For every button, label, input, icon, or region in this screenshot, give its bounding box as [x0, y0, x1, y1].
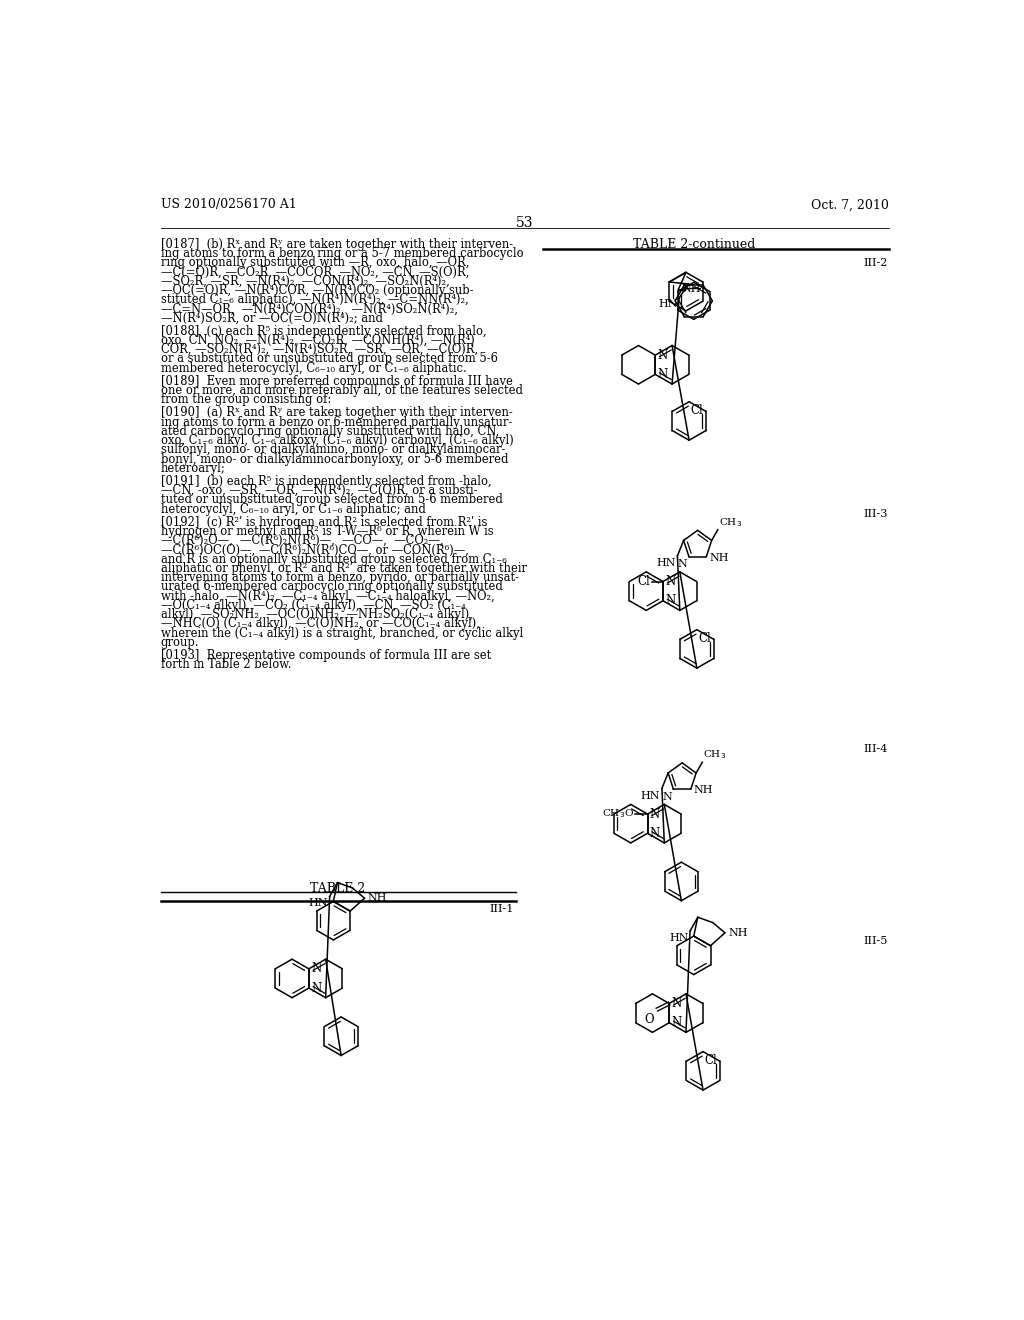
Text: or a substituted or unsubstituted group selected from 5-6: or a substituted or unsubstituted group … [161, 352, 498, 366]
Text: Oct. 7, 2010: Oct. 7, 2010 [811, 198, 889, 211]
Text: forth in Table 2 below.: forth in Table 2 below. [161, 659, 291, 671]
Text: [0190]  (a) Rˣ and Rʸ are taken together with their interven-: [0190] (a) Rˣ and Rʸ are taken together … [161, 407, 512, 420]
Text: [0192]  (c) R²ʹ is hydrogen and R² is selected from R²ʹ is: [0192] (c) R²ʹ is hydrogen and R² is sel… [161, 516, 487, 529]
Text: —C(R⁶)₂O—,  —C(R⁶)₂N(R⁶)—,  —CO—,  —CO₂—,: —C(R⁶)₂O—, —C(R⁶)₂N(R⁶)—, —CO—, —CO₂—, [161, 535, 443, 548]
Text: urated 6-membered carbocyclo ring optionally substituted: urated 6-membered carbocyclo ring option… [161, 581, 503, 594]
Text: —C=N—OR,  —N(R⁴)CON(R⁴)₂,  —N(R⁴)SO₂N(R⁴)₂,: —C=N—OR, —N(R⁴)CON(R⁴)₂, —N(R⁴)SO₂N(R⁴)₂… [161, 302, 458, 315]
Text: [0193]  Representative compounds of formula III are set: [0193] Representative compounds of formu… [161, 649, 490, 661]
Text: N: N [311, 982, 322, 994]
Text: TABLE 2-continued: TABLE 2-continued [633, 238, 755, 251]
Text: N: N [678, 560, 687, 569]
Text: NH: NH [694, 785, 714, 795]
Text: —SO₂R, —SR, —N(R⁴)₂, —CON(R⁴)₂, —SO₂N(R⁴)₂,: —SO₂R, —SR, —N(R⁴)₂, —CON(R⁴)₂, —SO₂N(R⁴… [161, 275, 450, 288]
Text: [0188]  (c) each R⁵ is independently selected from halo,: [0188] (c) each R⁵ is independently sele… [161, 325, 486, 338]
Text: oxo, CN, NO₂, —N(R⁴)₂, —CO₂R, —CONH(R⁴), —N(R⁴): oxo, CN, NO₂, —N(R⁴)₂, —CO₂R, —CONH(R⁴),… [161, 334, 474, 347]
Text: N: N [657, 368, 668, 381]
Text: from the group consisting of:: from the group consisting of: [161, 393, 331, 407]
Text: III-4: III-4 [863, 743, 888, 754]
Text: —CN, -oxo, —SR, —OR, —N(R⁴)₂, —C(O)R, or a substi-: —CN, -oxo, —SR, —OR, —N(R⁴)₂, —C(O)R, or… [161, 484, 477, 498]
Text: [0191]  (b) each R⁵ is independently selected from -halo,: [0191] (b) each R⁵ is independently sele… [161, 475, 492, 488]
Text: O: O [645, 1012, 654, 1026]
Text: heteroaryl;: heteroaryl; [161, 462, 225, 475]
Text: group.: group. [161, 636, 199, 649]
Text: N: N [311, 962, 322, 975]
Text: heterocyclyl, C₆₋₁₀ aryl, or C₁₋₆ aliphatic; and: heterocyclyl, C₆₋₁₀ aryl, or C₁₋₆ alipha… [161, 503, 425, 516]
Text: HN: HN [658, 300, 678, 309]
Text: III-2: III-2 [863, 259, 888, 268]
Text: N: N [672, 1016, 682, 1030]
Text: CH$_3$O: CH$_3$O [601, 808, 634, 821]
Text: ring optionally substituted with —R, oxo, halo, —OR,: ring optionally substituted with —R, oxo… [161, 256, 469, 269]
Text: [0189]  Even more preferred compounds of formula III have: [0189] Even more preferred compounds of … [161, 375, 512, 388]
Text: HN: HN [656, 558, 676, 568]
Text: [0187]  (b) Rˣ and Rʸ are taken together with their interven-: [0187] (b) Rˣ and Rʸ are taken together … [161, 238, 513, 251]
Text: Cl: Cl [698, 632, 711, 645]
Text: one or more, and more preferably all, of the features selected: one or more, and more preferably all, of… [161, 384, 522, 397]
Text: oxo, C₁₋₆ alkyl, C₁₋₆ alkoxy, (C₁₋₆ alkyl) carbonyl, (C₁₋₆ alkyl): oxo, C₁₋₆ alkyl, C₁₋₆ alkoxy, (C₁₋₆ alky… [161, 434, 513, 447]
Text: N: N [666, 576, 676, 587]
Text: COR, —SO₂N(R⁴)₂, —N(R⁴)SO₂R, —SR, —OR, —C(O)R,: COR, —SO₂N(R⁴)₂, —N(R⁴)SO₂R, —SR, —OR, —… [161, 343, 477, 356]
Text: membered heterocyclyl, C₆₋₁₀ aryl, or C₁₋₆ aliphatic.: membered heterocyclyl, C₆₋₁₀ aryl, or C₁… [161, 362, 466, 375]
Text: alkyl), —SO₂NH₂, —OC(O)NH₂, —NH₂SO₂(C₁₋₄ alkyl),: alkyl), —SO₂NH₂, —OC(O)NH₂, —NH₂SO₂(C₁₋₄… [161, 609, 472, 622]
Text: III-3: III-3 [863, 508, 888, 519]
Text: —C(=O)R, —CO₂R, —COCOR, —NO₂, —CN, —S(O)R,: —C(=O)R, —CO₂R, —COCOR, —NO₂, —CN, —S(O)… [161, 265, 469, 279]
Text: bonyl, mono- or dialkylaminocarbonyloxy, or 5-6 membered: bonyl, mono- or dialkylaminocarbonyloxy,… [161, 453, 508, 466]
Text: N: N [666, 594, 676, 607]
Text: sulfonyl, mono- or dialkylamino, mono- or dialkylaminocar-: sulfonyl, mono- or dialkylamino, mono- o… [161, 444, 505, 457]
Text: 53: 53 [516, 216, 534, 230]
Text: —C(R⁶)OC(O)—, —C(R⁶)₂N(R⁶)CO—, or —CON(R⁶)—,: —C(R⁶)OC(O)—, —C(R⁶)₂N(R⁶)CO—, or —CON(R… [161, 544, 468, 557]
Text: CH$_3$: CH$_3$ [719, 516, 741, 529]
Text: wherein the (C₁₋₄ alkyl) is a straight, branched, or cyclic alkyl: wherein the (C₁₋₄ alkyl) is a straight, … [161, 627, 523, 640]
Text: —O(C₁₋₄ alkyl), —CO₂ (C₁₋₄ alkyl), —CN, —SO₂ (C₁₋₄: —O(C₁₋₄ alkyl), —CO₂ (C₁₋₄ alkyl), —CN, … [161, 599, 465, 612]
Text: TABLE 2: TABLE 2 [309, 882, 365, 895]
Text: hydrogen or methyl and R² is T-W—R⁶ or R, wherein W is: hydrogen or methyl and R² is T-W—R⁶ or R… [161, 525, 494, 539]
Text: —NHC(O) (C₁₋₄ alkyl), —C(O)NH₂, or —CO(C₁₋₄ alkyl),: —NHC(O) (C₁₋₄ alkyl), —C(O)NH₂, or —CO(C… [161, 618, 479, 631]
Text: ated carbocyclo ring optionally substituted with halo, CN,: ated carbocyclo ring optionally substitu… [161, 425, 499, 438]
Text: US 2010/0256170 A1: US 2010/0256170 A1 [161, 198, 296, 211]
Text: aliphatic or phenyl, or R² and R²ʹ are taken together with their: aliphatic or phenyl, or R² and R²ʹ are t… [161, 562, 526, 576]
Text: NH: NH [368, 894, 387, 903]
Text: N: N [650, 808, 660, 821]
Text: N: N [650, 826, 660, 840]
Text: N: N [663, 792, 672, 801]
Text: with -halo, —N(R⁴)₂, —C₁₋₄ alkyl, —C₁₋₄ haloalkyl, —NO₂,: with -halo, —N(R⁴)₂, —C₁₋₄ alkyl, —C₁₋₄ … [161, 590, 495, 603]
Text: —N(R⁴)SO₂R, or —OC(=O)N(R⁴)₂; and: —N(R⁴)SO₂R, or —OC(=O)N(R⁴)₂; and [161, 312, 383, 325]
Text: Cl: Cl [638, 576, 650, 587]
Text: tuted or unsubstituted group selected from 5-6 membered: tuted or unsubstituted group selected fr… [161, 494, 503, 507]
Text: intervening atoms to form a benzo, pyrido, or partially unsat-: intervening atoms to form a benzo, pyrid… [161, 572, 518, 585]
Text: ing atoms to form a benzo ring or a 5-7 membered carbocyclo: ing atoms to form a benzo ring or a 5-7 … [161, 247, 523, 260]
Text: NH: NH [728, 928, 748, 937]
Text: III-1: III-1 [489, 904, 514, 913]
Text: III-5: III-5 [863, 936, 888, 946]
Text: HN: HN [308, 898, 328, 908]
Text: HN: HN [669, 933, 688, 942]
Text: NH: NH [681, 284, 700, 294]
Text: stituted C₁₋₆ aliphatic), —N(R⁴)N(R⁴)₂, —C=NN(R⁴)₂,: stituted C₁₋₆ aliphatic), —N(R⁴)N(R⁴)₂, … [161, 293, 468, 306]
Text: CH$_3$: CH$_3$ [703, 748, 726, 762]
Text: Cl: Cl [705, 1053, 718, 1067]
Text: N: N [672, 997, 682, 1010]
Text: and R is an optionally substituted group selected from C₁₋₆: and R is an optionally substituted group… [161, 553, 507, 566]
Text: ing atoms to form a benzo or 6-membered partially unsatur-: ing atoms to form a benzo or 6-membered … [161, 416, 512, 429]
Text: —OC(=O)R, —N(R⁴)COR, —N(R⁴)CO₂ (optionally sub-: —OC(=O)R, —N(R⁴)COR, —N(R⁴)CO₂ (optional… [161, 284, 473, 297]
Text: Cl: Cl [690, 404, 703, 417]
Text: N: N [657, 348, 668, 362]
Text: HN: HN [641, 791, 660, 801]
Text: NH: NH [710, 553, 729, 562]
